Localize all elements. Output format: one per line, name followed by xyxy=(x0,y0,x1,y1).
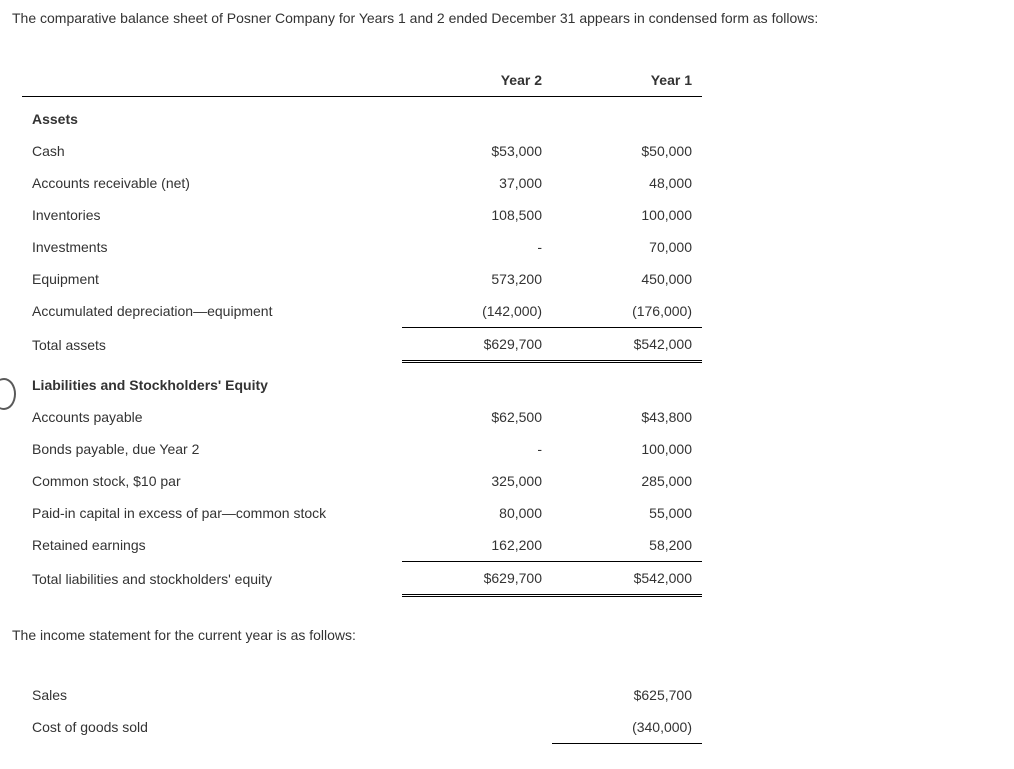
row-value-y2: 108,500 xyxy=(402,199,552,231)
row-value-y2: 573,200 xyxy=(402,263,552,295)
row-value-y1: 55,000 xyxy=(552,497,702,529)
row-value-y2: $53,000 xyxy=(402,135,552,167)
row-value-y2: 80,000 xyxy=(402,497,552,529)
table-row: Retained earnings 162,200 58,200 xyxy=(22,529,702,562)
row-value-y2: - xyxy=(402,231,552,263)
row-value: (340,000) xyxy=(552,711,702,744)
row-value-y1: 58,200 xyxy=(552,529,702,562)
row-value-y1: $43,800 xyxy=(552,401,702,433)
income-statement-table: Sales $625,700 Cost of goods sold (340,0… xyxy=(22,679,702,744)
row-value-y2: 325,000 xyxy=(402,465,552,497)
table-row: Accounts payable $62,500 $43,800 xyxy=(22,401,702,433)
table-row-total: Total liabilities and stockholders' equi… xyxy=(22,562,702,596)
header-year1: Year 1 xyxy=(552,66,702,97)
table-row-total: Total assets $629,700 $542,000 xyxy=(22,328,702,362)
header-blank xyxy=(22,66,402,97)
row-label: Accounts receivable (net) xyxy=(22,167,402,199)
row-value-y1: $50,000 xyxy=(552,135,702,167)
section-assets: Assets xyxy=(22,97,702,136)
row-value-y2: 37,000 xyxy=(402,167,552,199)
header-year2: Year 2 xyxy=(402,66,552,97)
section-liabilities: Liabilities and Stockholders' Equity xyxy=(22,362,702,402)
table-row: Accounts receivable (net) 37,000 48,000 xyxy=(22,167,702,199)
row-label: Cash xyxy=(22,135,402,167)
row-value-y2: $62,500 xyxy=(402,401,552,433)
balance-sheet-table: Year 2 Year 1 Assets Cash $53,000 $50,00… xyxy=(22,66,702,597)
row-label: Bonds payable, due Year 2 xyxy=(22,433,402,465)
row-value-y1: (176,000) xyxy=(552,295,702,328)
row-value-y1: 48,000 xyxy=(552,167,702,199)
row-label: Paid-in capital in excess of par—common … xyxy=(22,497,402,529)
row-label: Investments xyxy=(22,231,402,263)
row-value-y1: $542,000 xyxy=(552,562,702,596)
row-value-y2: $629,700 xyxy=(402,562,552,596)
row-value-y1: 450,000 xyxy=(552,263,702,295)
row-label: Inventories xyxy=(22,199,402,231)
income-intro-paragraph: The income statement for the current yea… xyxy=(12,627,1002,643)
table-row: Investments - 70,000 xyxy=(22,231,702,263)
row-label: Sales xyxy=(22,679,552,711)
section-assets-label: Assets xyxy=(22,97,702,136)
row-value-y2: 162,200 xyxy=(402,529,552,562)
row-value-y1: 285,000 xyxy=(552,465,702,497)
row-value-y1: $542,000 xyxy=(552,328,702,362)
table-row: Common stock, $10 par 325,000 285,000 xyxy=(22,465,702,497)
annotation-circle-icon xyxy=(0,378,16,410)
row-value-y1: 100,000 xyxy=(552,199,702,231)
table-row: Cost of goods sold (340,000) xyxy=(22,711,702,744)
row-label: Accumulated depreciation—equipment xyxy=(22,295,402,328)
row-value-y1: 100,000 xyxy=(552,433,702,465)
table-row: Bonds payable, due Year 2 - 100,000 xyxy=(22,433,702,465)
table-row: Inventories 108,500 100,000 xyxy=(22,199,702,231)
intro-paragraph: The comparative balance sheet of Posner … xyxy=(12,10,1002,26)
table-row: Cash $53,000 $50,000 xyxy=(22,135,702,167)
row-label: Common stock, $10 par xyxy=(22,465,402,497)
row-label: Equipment xyxy=(22,263,402,295)
row-value-y1: 70,000 xyxy=(552,231,702,263)
section-liabilities-label: Liabilities and Stockholders' Equity xyxy=(22,362,702,402)
table-header-row: Year 2 Year 1 xyxy=(22,66,702,97)
row-value: $625,700 xyxy=(552,679,702,711)
row-label: Total liabilities and stockholders' equi… xyxy=(22,562,402,596)
row-label: Accounts payable xyxy=(22,401,402,433)
row-label: Retained earnings xyxy=(22,529,402,562)
table-row: Paid-in capital in excess of par—common … xyxy=(22,497,702,529)
table-row: Equipment 573,200 450,000 xyxy=(22,263,702,295)
table-row: Accumulated depreciation—equipment (142,… xyxy=(22,295,702,328)
table-row: Sales $625,700 xyxy=(22,679,702,711)
row-value-y2: $629,700 xyxy=(402,328,552,362)
row-label: Cost of goods sold xyxy=(22,711,552,744)
row-label: Total assets xyxy=(22,328,402,362)
row-value-y2: (142,000) xyxy=(402,295,552,328)
row-value-y2: - xyxy=(402,433,552,465)
